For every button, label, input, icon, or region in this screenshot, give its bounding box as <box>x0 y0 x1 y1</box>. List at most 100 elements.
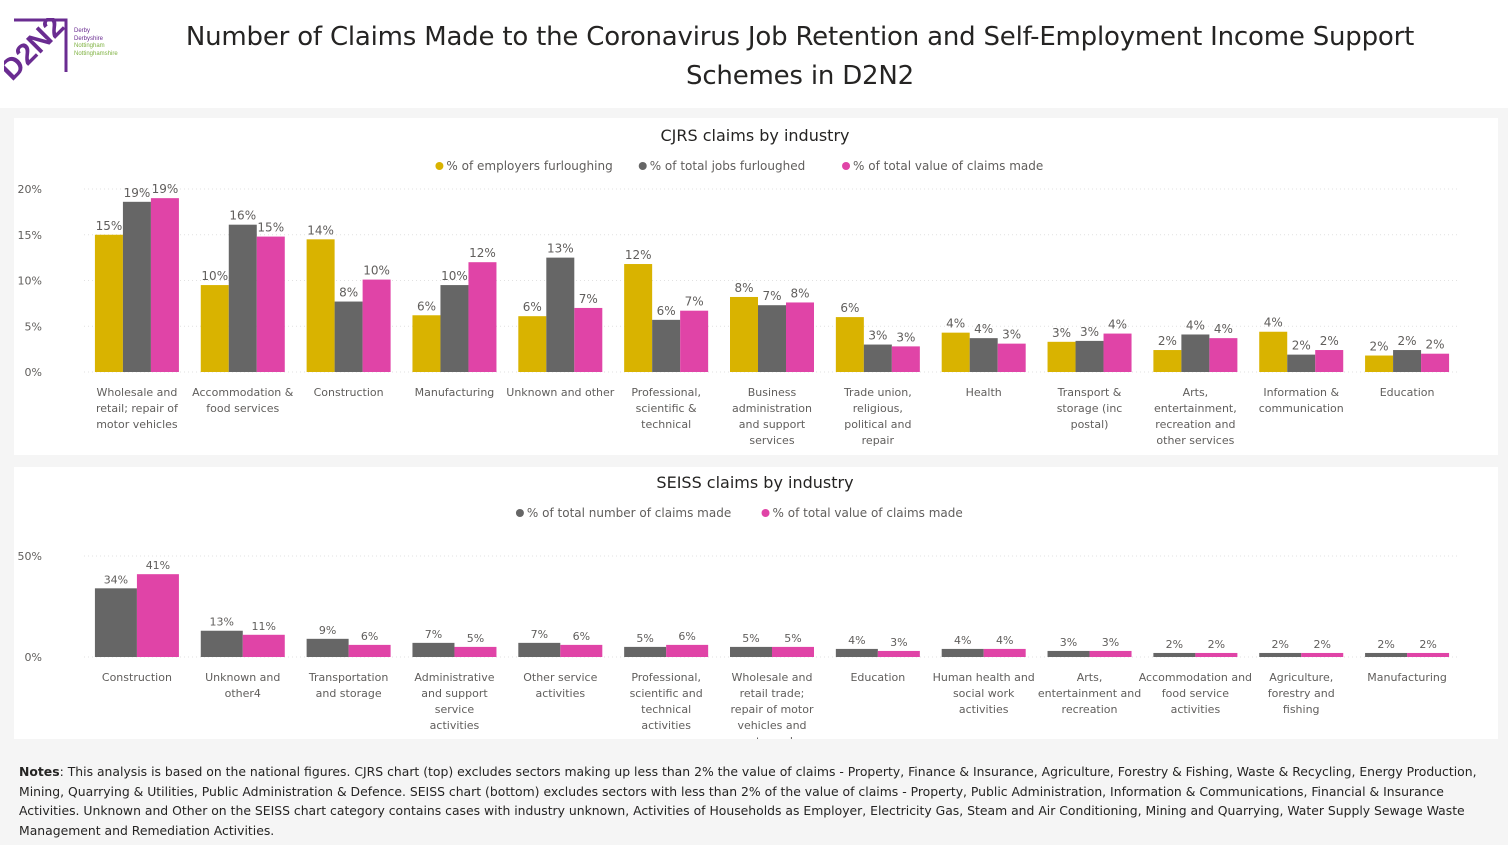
cjrs-y-tick-1: 5% <box>25 320 42 333</box>
cjrs-bar-5-1 <box>652 319 681 372</box>
seiss-data-label-6-0: 5% <box>742 632 759 645</box>
cjrs-data-label-2-1: 8% <box>339 286 358 300</box>
seiss-category-label-4: Other service activities <box>523 671 597 700</box>
cjrs-bar-11-0 <box>1259 331 1288 372</box>
seiss-y-tick-1: 50% <box>18 550 42 563</box>
cjrs-category-label-10: Arts, entertainment, recreation and other s… <box>1154 386 1237 447</box>
seiss-chart-panel[interactable]: SEISS claims by industry % of total numbe… <box>14 467 1498 739</box>
cjrs-data-label-8-2: 3% <box>1002 328 1021 342</box>
d2n2-logo: D2N2 Derby Derbyshire Nottingham Notting… <box>4 18 124 88</box>
cjrs-data-label-7-0: 6% <box>840 301 859 315</box>
cjrs-data-label-2-2: 10% <box>363 264 390 278</box>
seiss-bar-7-1 <box>877 650 920 657</box>
cjrs-data-label-0-0: 15% <box>96 219 123 233</box>
cjrs-category-label-4: Unknown and other <box>506 386 615 399</box>
cjrs-bar-2-2 <box>362 279 391 372</box>
cjrs-data-label-3-0: 6% <box>417 299 436 313</box>
cjrs-legend-marker-1 <box>638 162 647 170</box>
cjrs-y-tick-2: 10% <box>18 275 42 288</box>
d2n2-logo-icon: D2N2 <box>4 18 71 87</box>
cjrs-y-tick-4: 20% <box>18 183 42 196</box>
cjrs-category-label-3: Manufacturing <box>415 386 495 399</box>
seiss-category-label-7: Education <box>850 671 905 684</box>
seiss-category-label-5: Professional, scientific and technical acti… <box>630 671 703 732</box>
cjrs-bar-12-1 <box>1393 350 1422 372</box>
logo-mark-text: D2N2 <box>4 18 71 87</box>
seiss-category-label-3: Administrative and support service activiti… <box>414 671 494 732</box>
cjrs-chart[interactable]: CJRS claims by industry % of employers fu… <box>14 118 1498 455</box>
cjrs-bar-8-1 <box>969 338 998 372</box>
cjrs-chart-panel[interactable]: CJRS claims by industry % of employers fu… <box>14 118 1498 455</box>
cjrs-data-label-3-1: 10% <box>441 269 468 283</box>
cjrs-bar-1-1 <box>228 224 257 372</box>
cjrs-data-label-4-2: 7% <box>579 292 598 306</box>
cjrs-data-label-10-0: 2% <box>1158 334 1177 348</box>
seiss-chart[interactable]: SEISS claims by industry % of total numbe… <box>14 467 1498 739</box>
seiss-data-label-5-0: 5% <box>636 632 653 645</box>
seiss-y-tick-0: 0% <box>25 651 42 664</box>
cjrs-bar-0-2 <box>150 198 179 372</box>
seiss-data-label-3-1: 5% <box>467 632 484 645</box>
cjrs-bar-3-1 <box>440 285 469 372</box>
seiss-data-label-11-0: 2% <box>1272 638 1289 651</box>
cjrs-bar-4-2 <box>574 307 603 372</box>
cjrs-category-label-12: Education <box>1380 386 1435 399</box>
seiss-bar-12-0 <box>1365 652 1408 657</box>
cjrs-data-label-2-0: 14% <box>307 223 334 237</box>
seiss-data-label-6-1: 5% <box>784 632 801 645</box>
cjrs-data-label-5-2: 7% <box>685 295 704 309</box>
cjrs-data-label-1-0: 10% <box>201 269 228 283</box>
seiss-data-label-10-1: 2% <box>1208 638 1225 651</box>
seiss-category-label-2: Transportation and storage <box>308 671 388 700</box>
cjrs-bar-8-2 <box>997 343 1026 372</box>
seiss-category-label-9: Arts, entertainment and recreation <box>1038 671 1141 716</box>
cjrs-data-label-9-2: 4% <box>1108 318 1127 332</box>
cjrs-data-label-3-2: 12% <box>469 246 496 260</box>
seiss-bar-1-0 <box>200 630 243 657</box>
seiss-data-label-10-0: 2% <box>1166 638 1183 651</box>
notes-text: : This analysis is based on the national… <box>19 764 1477 838</box>
seiss-data-label-1-0: 13% <box>210 616 234 629</box>
seiss-bar-8-1 <box>983 648 1026 657</box>
cjrs-y-tick-0: 0% <box>25 366 42 379</box>
cjrs-bar-9-1 <box>1075 340 1104 372</box>
cjrs-bar-4-0 <box>518 316 547 372</box>
cjrs-bar-6-2 <box>786 302 814 372</box>
seiss-category-label-0: Construction <box>102 671 172 684</box>
cjrs-data-label-6-0: 8% <box>734 281 753 295</box>
seiss-data-label-0-1: 41% <box>146 559 170 572</box>
seiss-legend-label-0: % of total number of claims made <box>527 506 731 520</box>
cjrs-category-label-0: Wholesale and retail; repair of motor vehi… <box>96 386 179 431</box>
cjrs-legend: % of employers furloughing % of total job… <box>435 159 1043 173</box>
notes: Notes: This analysis is based on the nat… <box>19 762 1489 840</box>
seiss-data-label-4-0: 7% <box>531 628 548 641</box>
cjrs-data-label-5-0: 12% <box>625 248 652 262</box>
seiss-category-label-6: Wholesale and retail trade; repair of moto… <box>731 671 814 739</box>
cjrs-data-label-4-1: 13% <box>547 242 574 256</box>
cjrs-data-label-12-1: 2% <box>1398 334 1417 348</box>
cjrs-data-label-0-1: 19% <box>124 186 151 200</box>
seiss-legend-marker-0 <box>515 509 524 517</box>
cjrs-bar-10-2 <box>1209 338 1238 372</box>
seiss-category-label-10: Accommodation and food service activities <box>1139 671 1252 716</box>
cjrs-category-label-11: Information & communication <box>1259 386 1344 415</box>
cjrs-bar-6-0 <box>730 296 758 372</box>
seiss-bar-10-1 <box>1195 652 1238 657</box>
seiss-category-label-11: Agriculture, forestry and fishing <box>1268 671 1335 716</box>
logo-line-nottinghamshire: Nottinghamshire <box>74 50 118 57</box>
seiss-bar-7-0 <box>835 648 878 657</box>
cjrs-category-label-5: Professional, scientific & technical <box>631 386 701 431</box>
cjrs-bar-10-0 <box>1153 350 1182 372</box>
cjrs-bar-4-1 <box>546 257 575 372</box>
report-header: D2N2 Derby Derbyshire Nottingham Notting… <box>0 0 1508 108</box>
cjrs-data-label-7-1: 3% <box>868 329 887 343</box>
seiss-legend: % of total number of claims made % of tot… <box>515 506 963 520</box>
cjrs-data-label-11-0: 4% <box>1264 316 1283 330</box>
seiss-category-label-8: Human health and social work activities <box>933 671 1035 716</box>
cjrs-bar-11-1 <box>1287 354 1316 372</box>
seiss-category-label-1: Unknown and other4 <box>205 671 280 700</box>
cjrs-bar-3-0 <box>412 315 441 372</box>
cjrs-bar-5-2 <box>680 310 709 372</box>
cjrs-y-tick-3: 15% <box>18 229 42 242</box>
cjrs-bar-1-2 <box>256 236 285 372</box>
